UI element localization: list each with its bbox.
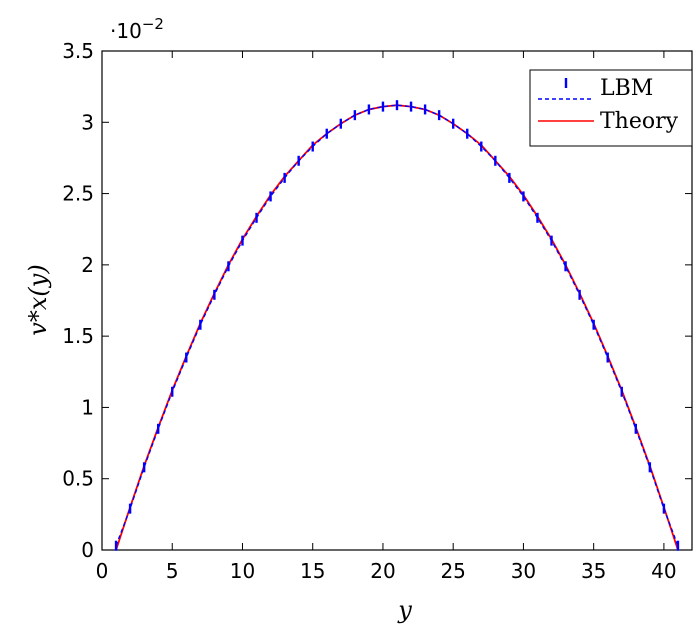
legend-box [529,69,693,147]
legend-theory-label: Theory [600,109,679,134]
legend-lbm-label: LBM [600,76,653,101]
y-tick-label: 2 [81,253,94,277]
y-tick-label: 1.5 [62,324,94,348]
y-tick-label: 0 [81,538,94,562]
y-tick-label: 0.5 [62,467,94,491]
x-axis-label: y [397,596,412,624]
y-tick-label: 2.5 [62,182,94,206]
ticks-layer [101,50,692,551]
x-tick-label: 15 [300,559,325,583]
y-axis-label: v*x(y) [24,264,52,335]
legend: LBM Theory [529,69,693,147]
series-layer [114,100,680,551]
y-exponent-power: −2 [142,15,164,33]
x-tick-label: 35 [581,559,606,583]
x-tick-label: 0 [96,559,109,583]
y-tick-label: 3.5 [62,39,94,63]
y-exponent-label: ·10−2 [110,15,164,43]
x-tick-label: 25 [440,559,465,583]
x-tick-label: 40 [651,559,676,583]
x-tick-label: 5 [166,559,179,583]
x-tick-label: 30 [511,559,536,583]
x-tick-label: 10 [230,559,255,583]
y-tick-label: 1 [81,395,94,419]
labels-layer: 0 5 10 15 20 25 30 35 40 0 0.5 1 1.5 2 2.5 3 3.5 [62,39,676,583]
y-tick-label: 3 [81,110,94,134]
x-tick-label: 20 [370,559,395,583]
